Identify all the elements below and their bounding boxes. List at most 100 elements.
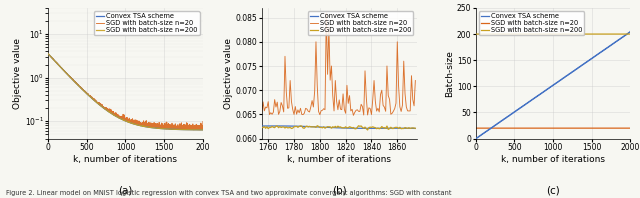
SGD with batch-size n=200 [409, 127, 417, 129]
SGD with batch-size n=20 [599, 127, 607, 129]
Y-axis label: Objective value: Objective value [224, 38, 233, 109]
SGD with batch-size n=20 [529, 127, 537, 129]
SGD with batch-size n=20 [349, 114, 357, 117]
SGD with batch-size n=20 [323, 11, 330, 14]
Y-axis label: Batch-size: Batch-size [445, 50, 454, 97]
SGD with batch-size n=20 [344, 102, 352, 105]
SGD with batch-size n=200 [195, 129, 202, 131]
SGD with batch-size n=200 [115, 117, 123, 119]
SGD with batch-size n=20 [472, 127, 479, 129]
Convex TSA scheme [412, 127, 419, 130]
Line: SGD with batch-size n=200: SGD with batch-size n=200 [262, 126, 415, 130]
SGD with batch-size n=20 [196, 129, 204, 131]
SGD with batch-size n=200 [366, 126, 374, 128]
SGD with batch-size n=200 [344, 127, 352, 129]
Line: Convex TSA scheme: Convex TSA scheme [262, 126, 415, 129]
SGD with batch-size n=200 [195, 129, 202, 131]
SGD with batch-size n=200 [300, 127, 307, 129]
SGD with batch-size n=20 [486, 127, 493, 129]
SGD with batch-size n=20 [382, 110, 390, 112]
SGD with batch-size n=20 [44, 52, 52, 55]
X-axis label: k, number of iterations: k, number of iterations [74, 155, 177, 164]
Convex TSA scheme [44, 52, 52, 55]
X-axis label: k, number of iterations: k, number of iterations [501, 155, 605, 164]
SGD with batch-size n=20 [166, 124, 174, 126]
SGD with batch-size n=20 [409, 98, 417, 101]
Convex TSA scheme [344, 127, 352, 129]
SGD with batch-size n=20 [195, 124, 202, 127]
SGD with batch-size n=200 [475, 33, 483, 35]
SGD with batch-size n=200 [382, 127, 390, 130]
SGD with batch-size n=200 [364, 129, 371, 131]
Text: (a): (a) [118, 186, 132, 195]
SGD with batch-size n=20 [627, 127, 634, 129]
SGD with batch-size n=200 [486, 33, 493, 35]
SGD with batch-size n=200 [412, 127, 419, 129]
Line: Convex TSA scheme: Convex TSA scheme [48, 54, 203, 130]
SGD with batch-size n=200 [258, 126, 266, 129]
Convex TSA scheme [291, 125, 299, 127]
SGD with batch-size n=200 [599, 33, 607, 35]
SGD with batch-size n=200 [199, 129, 207, 131]
Line: SGD with batch-size n=200: SGD with batch-size n=200 [48, 54, 203, 130]
SGD with batch-size n=200 [120, 119, 127, 121]
Text: (b): (b) [332, 186, 346, 195]
Convex TSA scheme [564, 73, 572, 75]
SGD with batch-size n=20 [120, 118, 127, 121]
SGD with batch-size n=20 [366, 107, 374, 110]
SGD with batch-size n=200 [166, 128, 174, 130]
Convex TSA scheme [480, 132, 488, 134]
Convex TSA scheme [52, 61, 60, 63]
SGD with batch-size n=200 [627, 33, 634, 35]
SGD with batch-size n=20 [412, 79, 419, 82]
SGD with batch-size n=20 [290, 113, 298, 116]
Convex TSA scheme [199, 129, 207, 131]
SGD with batch-size n=20 [564, 127, 572, 129]
Convex TSA scheme [472, 137, 479, 140]
Convex TSA scheme [599, 50, 607, 52]
Legend: Convex TSA scheme, SGD with batch-size n=20, SGD with batch-size n=200: Convex TSA scheme, SGD with batch-size n… [94, 11, 200, 35]
SGD with batch-size n=200 [564, 33, 572, 35]
Convex TSA scheme [120, 119, 127, 121]
SGD with batch-size n=200 [44, 52, 52, 55]
SGD with batch-size n=20 [475, 127, 483, 129]
Convex TSA scheme [301, 125, 308, 128]
SGD with batch-size n=200 [529, 33, 537, 35]
Convex TSA scheme [408, 127, 415, 129]
SGD with batch-size n=200 [480, 33, 488, 35]
Convex TSA scheme [365, 127, 372, 129]
Convex TSA scheme [272, 125, 280, 127]
Legend: Convex TSA scheme, SGD with batch-size n=20, SGD with batch-size n=200: Convex TSA scheme, SGD with batch-size n… [479, 11, 584, 35]
Text: Figure 2. Linear model on MNIST logistic regression with convex TSA and two appr: Figure 2. Linear model on MNIST logistic… [6, 190, 452, 196]
SGD with batch-size n=20 [115, 117, 123, 119]
SGD with batch-size n=200 [472, 33, 479, 35]
Line: SGD with batch-size n=20: SGD with batch-size n=20 [48, 53, 203, 130]
SGD with batch-size n=200 [52, 61, 60, 63]
Convex TSA scheme [115, 117, 123, 119]
SGD with batch-size n=20 [44, 52, 52, 55]
Convex TSA scheme [258, 125, 266, 127]
SGD with batch-size n=200 [314, 125, 321, 127]
Convex TSA scheme [195, 129, 202, 131]
SGD with batch-size n=200 [199, 129, 207, 131]
Convex TSA scheme [627, 30, 634, 33]
SGD with batch-size n=20 [199, 120, 207, 123]
Convex TSA scheme [381, 127, 388, 129]
Convex TSA scheme [166, 128, 174, 130]
SGD with batch-size n=20 [480, 127, 488, 129]
SGD with batch-size n=20 [52, 61, 60, 63]
Y-axis label: Objective value: Objective value [13, 38, 22, 109]
Line: SGD with batch-size n=20: SGD with batch-size n=20 [262, 13, 415, 115]
X-axis label: k, number of iterations: k, number of iterations [287, 155, 391, 164]
Line: Convex TSA scheme: Convex TSA scheme [476, 31, 630, 139]
SGD with batch-size n=20 [258, 112, 266, 115]
SGD with batch-size n=20 [195, 128, 202, 130]
Text: (c): (c) [546, 186, 560, 195]
Convex TSA scheme [486, 128, 493, 130]
Convex TSA scheme [195, 129, 202, 131]
Convex TSA scheme [475, 135, 483, 138]
Convex TSA scheme [529, 98, 537, 100]
SGD with batch-size n=20 [300, 113, 307, 116]
SGD with batch-size n=200 [290, 126, 298, 128]
Legend: Convex TSA scheme, SGD with batch-size n=20, SGD with batch-size n=200: Convex TSA scheme, SGD with batch-size n… [308, 11, 413, 35]
